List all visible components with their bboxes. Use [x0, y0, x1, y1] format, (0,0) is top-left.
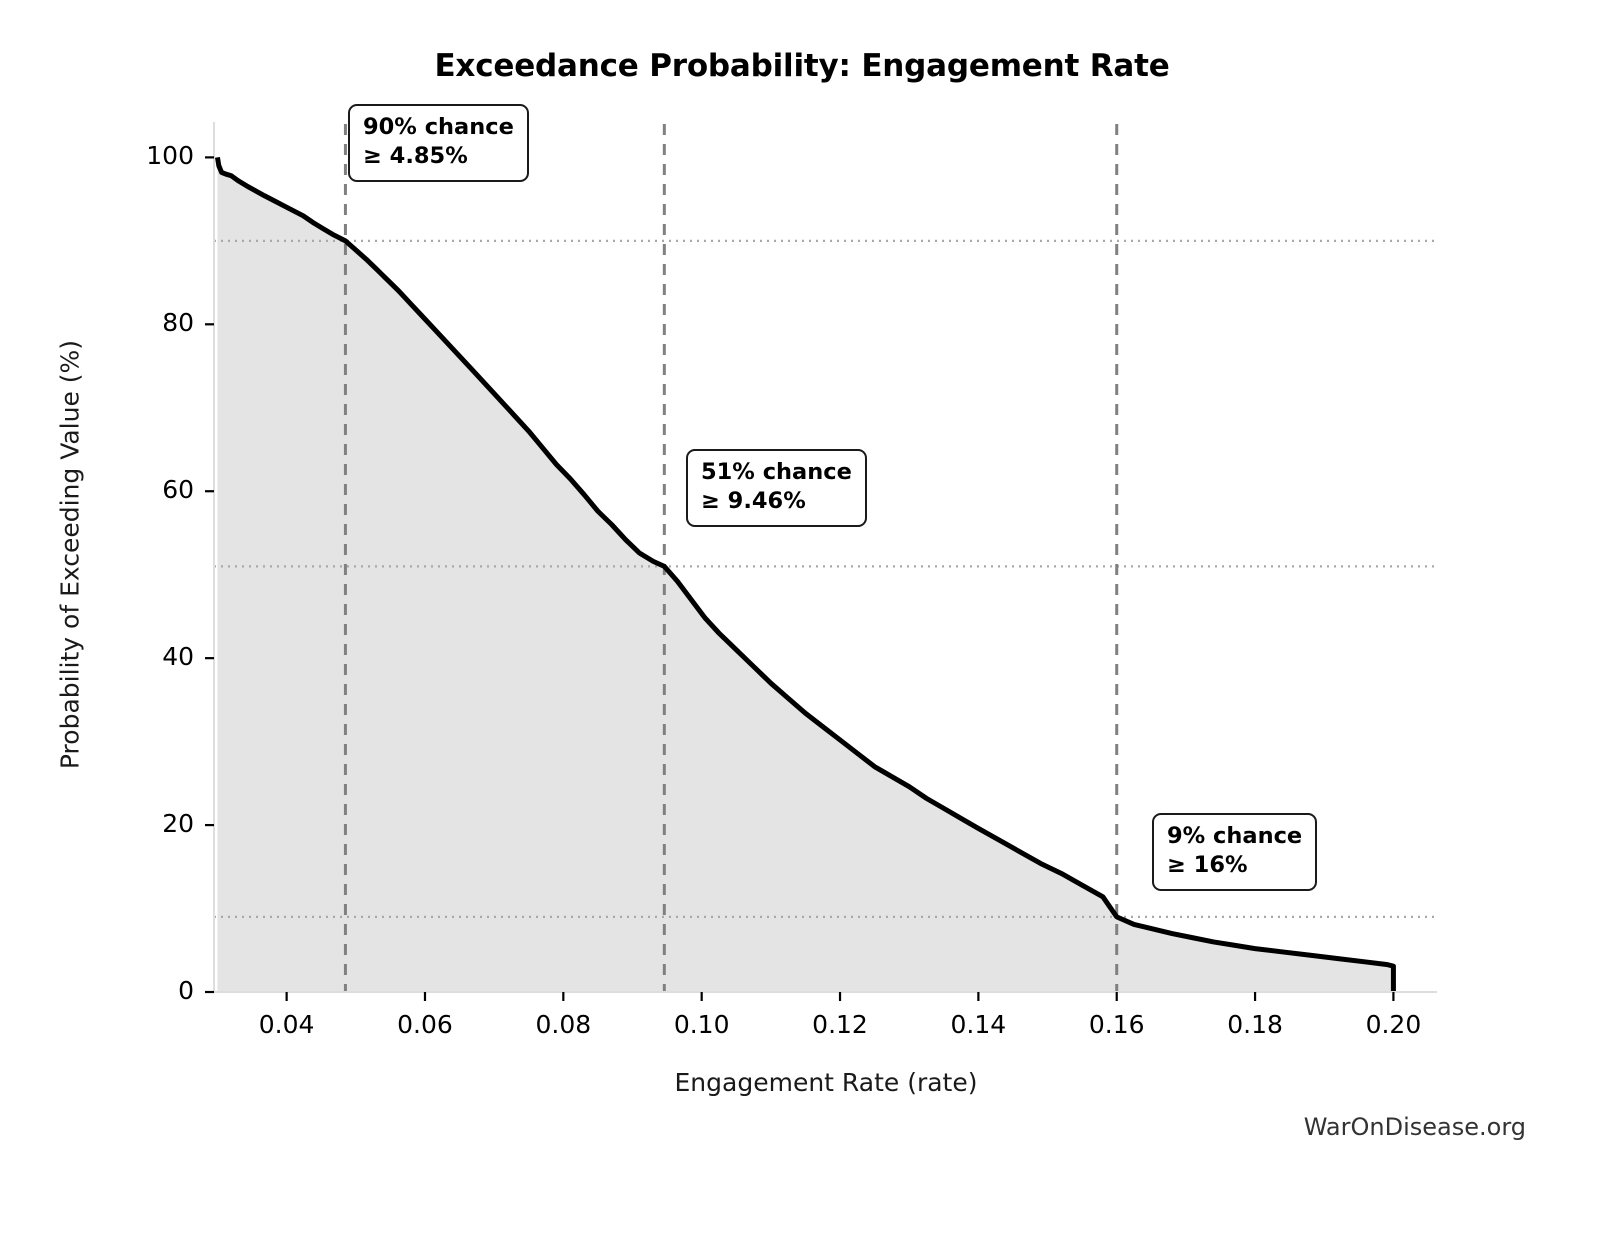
annotation-p90: 90% chance ≥ 4.85% [348, 104, 529, 182]
x-tick-label-0.16: 0.16 [1088, 1010, 1145, 1039]
watermark: WarOnDisease.org [1303, 1113, 1526, 1141]
y-tick-label-80: 80 [162, 308, 194, 338]
annotation-p9-line2: ≥ 16% [1167, 851, 1248, 878]
annotation-p9-line1: 9% chance [1167, 823, 1303, 849]
x-axis-label: Engagement Rate (rate) [674, 1068, 978, 1097]
y-tick-label-100: 100 [146, 141, 194, 171]
y-tick-label-0: 0 [178, 976, 194, 1005]
y-tick-label-20: 20 [162, 809, 194, 839]
curve-fill-area [217, 157, 1394, 992]
annotation-p90-line2: ≥ 4.85% [363, 142, 468, 169]
x-tick-label-0.10: 0.10 [673, 1010, 730, 1039]
x-tick-label-0.12: 0.12 [812, 1010, 868, 1039]
exceedance-curve [214, 156, 1396, 992]
x-tick-label-0.18: 0.18 [1227, 1010, 1283, 1039]
x-tick-label-0.14: 0.14 [950, 1010, 1007, 1039]
x-tick-label-0.04: 0.04 [258, 1010, 315, 1039]
x-tick-label-0.06: 0.06 [397, 1010, 453, 1039]
x-tick-label-0.08: 0.08 [535, 1010, 592, 1039]
annotation-p9: 9% chance ≥ 16% [1152, 813, 1318, 891]
y-tick-label-60: 60 [162, 475, 194, 505]
annotation-p51-line1: 51% chance [701, 459, 852, 485]
x-tick-label-0.20: 0.20 [1365, 1010, 1422, 1039]
annotation-p51: 51% chance ≥ 9.46% [686, 449, 867, 527]
annotation-p51-line2: ≥ 9.46% [701, 487, 806, 514]
annotation-p90-line1: 90% chance [363, 114, 514, 140]
chart-title: Exceedance Probability: Engagement Rate [434, 48, 1170, 84]
y-tick-label-40: 40 [162, 642, 194, 672]
